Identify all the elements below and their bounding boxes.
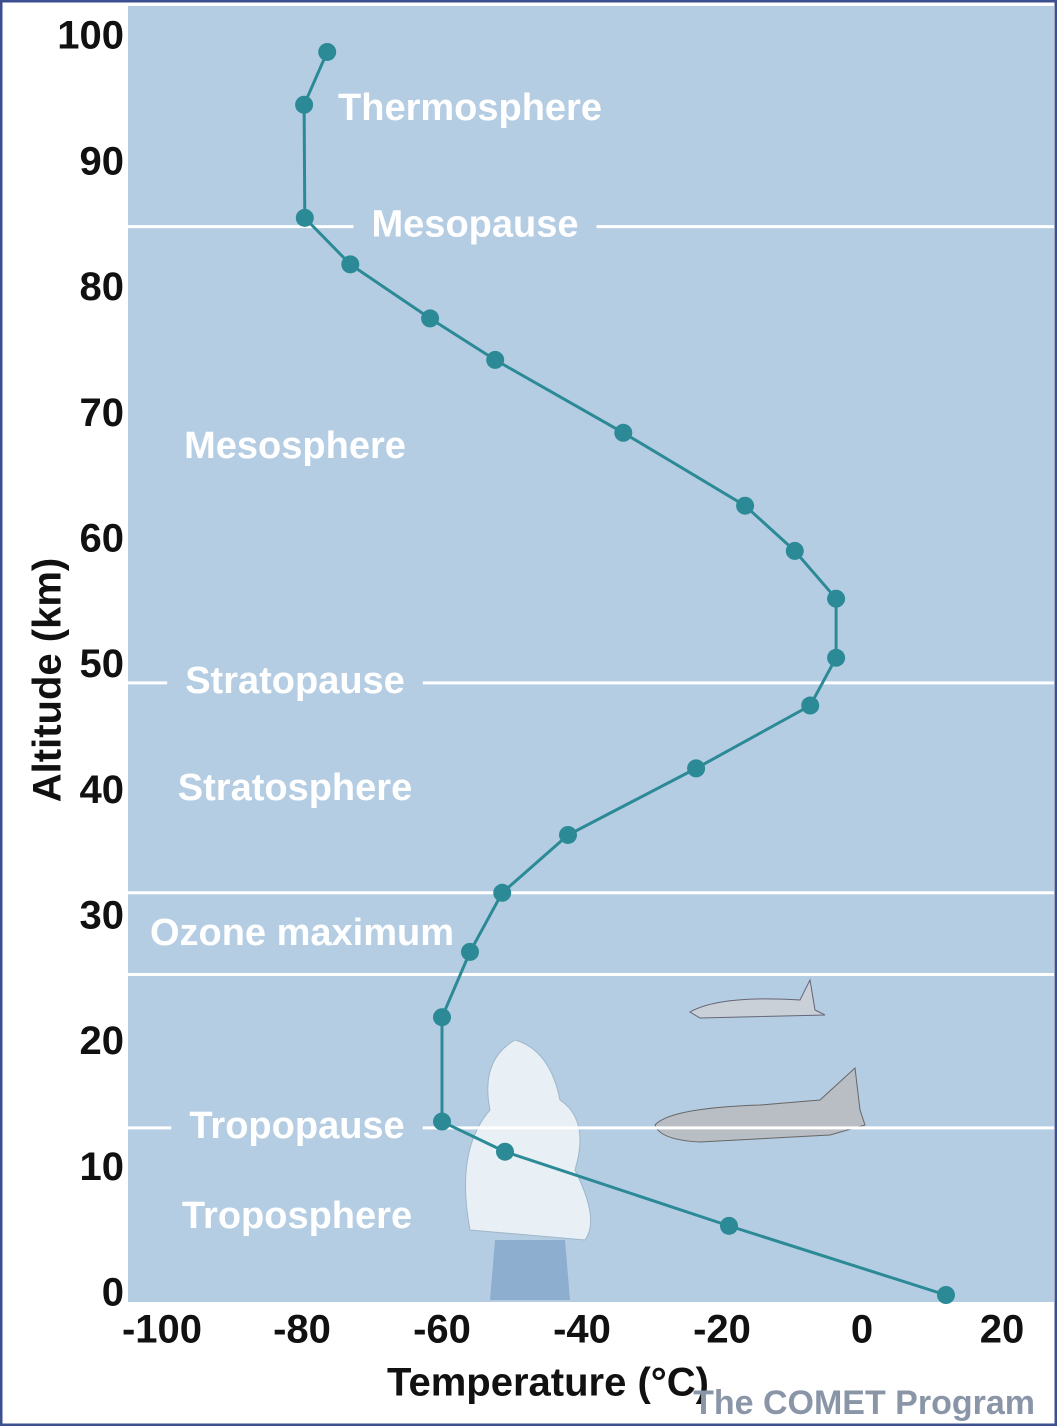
data-point: [295, 95, 314, 114]
data-point: [687, 759, 706, 778]
illustrations: [465, 978, 866, 1300]
airliner: [654, 1066, 866, 1143]
data-point: [421, 309, 440, 328]
y-tick-label: 50: [80, 642, 125, 686]
data-point: [496, 1142, 514, 1161]
data-point: [827, 648, 846, 667]
y-tick-label: 10: [80, 1145, 125, 1189]
y-tick-label: 80: [80, 265, 125, 309]
x-tick-label: 20: [980, 1308, 1025, 1352]
credit: The COMET Program: [693, 1384, 1035, 1422]
data-point: [493, 883, 512, 902]
y-tick-label: 100: [57, 14, 124, 58]
y-tick-label: 0: [102, 1271, 124, 1315]
data-point: [720, 1216, 738, 1235]
y-tick-label: 90: [80, 139, 125, 183]
y-tick-label: 70: [80, 391, 125, 435]
x-tick-label: -100: [122, 1308, 202, 1352]
region-label: Mesosphere: [184, 425, 406, 467]
x-tick-label: -60: [413, 1308, 471, 1352]
data-point: [785, 541, 804, 560]
region-label: Troposphere: [182, 1195, 412, 1237]
data-point: [559, 825, 577, 844]
y-tick-label: 40: [80, 768, 125, 812]
x-tick-label: 0: [851, 1308, 873, 1352]
data-point: [461, 942, 479, 961]
reference-label: Tropopause: [189, 1105, 404, 1147]
y-axis-title: Altitude (km): [26, 558, 70, 802]
data-point: [827, 589, 846, 608]
region-label: Thermosphere: [338, 87, 602, 129]
reference-label: Stratopause: [185, 660, 405, 702]
data-point: [801, 696, 820, 715]
region-label: Ozone maximum: [150, 912, 454, 954]
y-tick-label: 20: [80, 1019, 125, 1063]
data-point: [614, 423, 633, 442]
y-tick-label: 60: [80, 516, 125, 560]
data-point: [341, 255, 360, 274]
rain: [490, 1240, 570, 1300]
data-point: [318, 42, 337, 61]
label-gap: [171, 1123, 423, 1132]
x-tick-label: -20: [693, 1308, 751, 1352]
data-point: [433, 1112, 451, 1131]
data-point: [937, 1286, 955, 1304]
label-gap: [353, 222, 597, 231]
x-axis-title: Temperature (°C): [387, 1361, 709, 1405]
reference-label: Mesopause: [372, 204, 579, 246]
y-tick-label: 30: [80, 894, 125, 938]
plot-area: [128, 6, 1054, 1302]
data-point: [736, 496, 755, 515]
label-gap: [167, 678, 423, 687]
x-tick-label: -40: [553, 1308, 611, 1352]
x-tick-label: -80: [273, 1308, 331, 1352]
data-point: [486, 350, 505, 369]
jet: [689, 978, 826, 1019]
region-label: Stratosphere: [178, 767, 412, 809]
data-point: [433, 1008, 451, 1027]
data-point: [295, 208, 314, 227]
